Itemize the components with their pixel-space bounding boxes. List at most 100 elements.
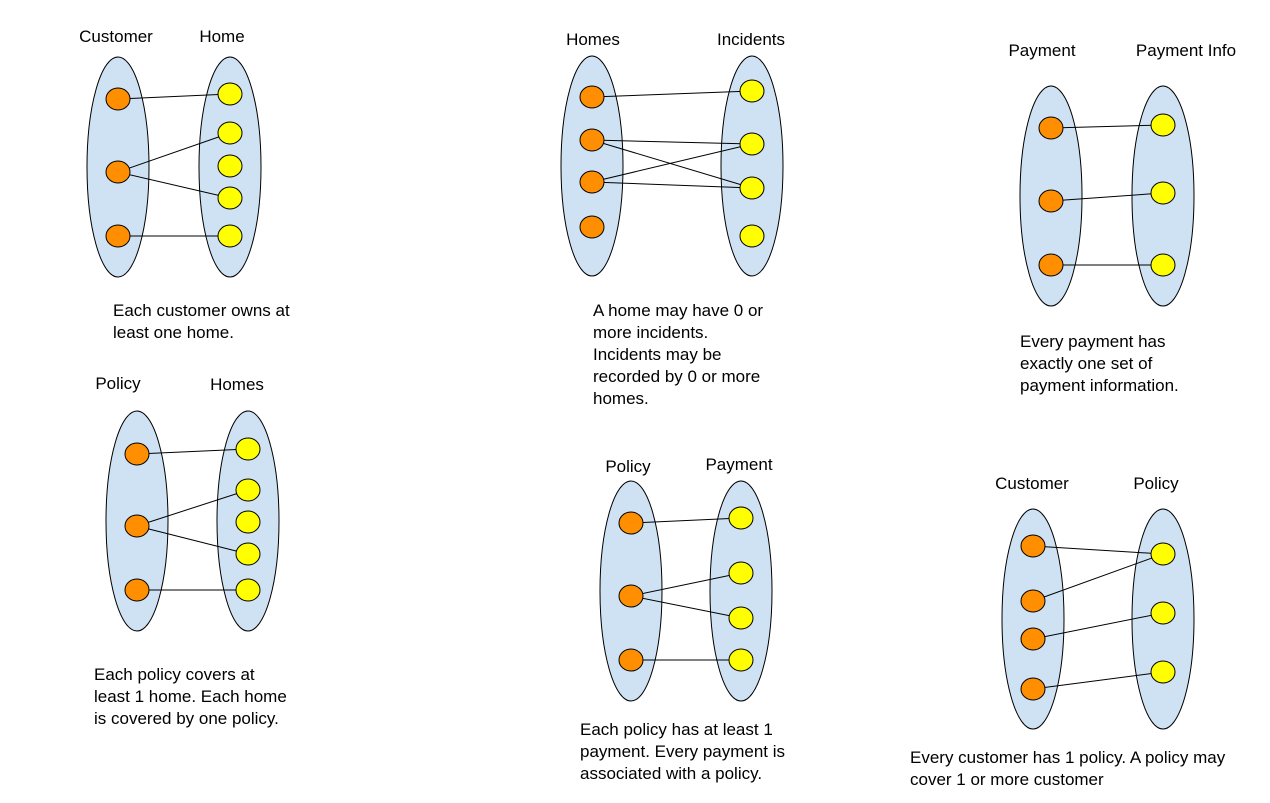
left-entity-node	[124, 514, 150, 538]
caption-line: Each customer owns at	[113, 301, 290, 320]
left-entity-node	[1020, 627, 1046, 651]
right-entity-node	[739, 79, 765, 103]
caption-line: Each policy has at least 1	[580, 720, 773, 739]
caption-line: least one home.	[113, 323, 234, 342]
relationship-edge	[136, 489, 249, 527]
left-entity-node	[105, 87, 131, 111]
left-entity-node	[1020, 677, 1046, 701]
caption-line: more incidents.	[593, 323, 708, 342]
right-set-label: Payment Info	[1136, 41, 1236, 60]
relationship-edge	[117, 93, 231, 100]
relationship-edge	[117, 132, 231, 173]
relationship-edge	[1050, 124, 1164, 129]
left-entity-node	[1020, 589, 1046, 613]
relationship-edge	[630, 595, 742, 619]
caption-line: Each policy covers at	[94, 665, 255, 684]
relationship-edge	[1032, 671, 1164, 690]
left-entity-node	[124, 442, 150, 466]
relationship-edge	[117, 171, 231, 199]
right-entity-node	[1150, 542, 1176, 566]
right-entity-node	[728, 506, 754, 530]
right-entity-node	[235, 578, 261, 602]
right-entity-node	[739, 176, 765, 200]
left-entity-node	[579, 170, 605, 194]
right-set-ellipse	[720, 55, 784, 277]
right-entity-node	[235, 437, 261, 461]
left-entity-node	[618, 511, 644, 535]
right-entity-node	[739, 132, 765, 156]
diagram-homes-incidents: Homes Incidents A home may have 0 or more i…	[560, 30, 785, 408]
right-entity-node	[217, 121, 243, 145]
right-entity-node	[235, 510, 261, 534]
caption-line: associated with a policy.	[580, 764, 762, 783]
left-entity-node	[1038, 189, 1064, 213]
left-set-ellipse	[560, 55, 624, 277]
diagram-customer-policy: Customer Policy Every customer has 1 polic…	[910, 474, 1226, 789]
caption-line: is covered by one policy.	[94, 709, 279, 728]
relationship-edge	[1032, 612, 1164, 640]
caption-line: exactly one set of	[1020, 354, 1153, 373]
right-entity-node	[235, 478, 261, 502]
relationship-edge	[591, 90, 753, 98]
caption-line: Every customer has 1 policy. A policy ma…	[910, 748, 1226, 767]
diagram-policy-payment: Policy Payment Each policy has at least 1 p…	[580, 455, 785, 783]
left-entity-node	[579, 128, 605, 152]
caption-line: payment. Every payment is	[580, 742, 785, 761]
left-set-label: Payment	[1008, 41, 1075, 60]
left-entity-node	[618, 584, 644, 608]
left-set-ellipse	[1001, 508, 1065, 730]
right-entity-node	[728, 606, 754, 630]
left-entity-node	[579, 215, 605, 239]
right-entity-node	[1150, 181, 1176, 205]
left-set-label: Customer	[79, 27, 153, 46]
left-entity-node	[1038, 116, 1064, 140]
caption-line: Incidents may be	[593, 345, 722, 364]
right-entity-node	[1150, 253, 1176, 277]
left-entity-node	[105, 160, 131, 184]
caption-line: homes.	[593, 389, 649, 408]
relationship-edge	[630, 517, 742, 524]
left-entity-node	[105, 224, 131, 248]
left-set-label: Policy	[95, 374, 141, 393]
right-set-label: Policy	[1133, 474, 1179, 493]
right-entity-node	[235, 542, 261, 566]
relationship-edge	[591, 139, 753, 189]
right-entity-node	[217, 186, 243, 210]
left-entity-node	[1020, 534, 1046, 558]
right-entity-node	[1150, 660, 1176, 684]
right-entity-node	[728, 648, 754, 672]
caption-line: Every payment has	[1020, 332, 1166, 351]
diagram-policy-homes: Policy Homes Each policy covers at least 1 …	[94, 374, 287, 728]
relationship-edge	[630, 572, 742, 597]
left-entity-node	[618, 648, 644, 672]
right-set-ellipse	[709, 480, 773, 702]
right-entity-node	[739, 224, 765, 248]
relationship-edge	[136, 525, 249, 555]
caption-line: payment information.	[1020, 376, 1179, 395]
right-set-label: Homes	[210, 375, 264, 394]
right-entity-node	[1150, 601, 1176, 625]
relationship-edge	[591, 143, 753, 183]
diagram-payment-paymentinfo: Payment Payment Info Every payment has exac…	[1008, 41, 1236, 395]
left-set-label: Customer	[995, 474, 1069, 493]
right-entity-node	[217, 224, 243, 248]
relationship-edge	[591, 181, 753, 189]
left-set-label: Policy	[605, 457, 651, 476]
caption-line: A home may have 0 or	[593, 301, 763, 320]
caption-line: cover 1 or more customer	[910, 770, 1104, 789]
relationship-edge	[591, 139, 753, 145]
right-set-label: Incidents	[717, 30, 785, 49]
right-entity-node	[728, 561, 754, 585]
left-entity-node	[124, 578, 150, 602]
right-set-label: Home	[199, 27, 244, 46]
right-entity-node	[1150, 113, 1176, 137]
left-set-label: Homes	[566, 30, 620, 49]
left-entity-node	[579, 85, 605, 109]
relationship-edge	[1050, 192, 1164, 202]
diagram-customer-home: Customer Home Each customer owns at least o…	[79, 27, 290, 342]
relationship-edge	[1032, 553, 1164, 602]
right-set-label: Payment	[705, 455, 772, 474]
caption-line: least 1 home. Each home	[94, 687, 287, 706]
